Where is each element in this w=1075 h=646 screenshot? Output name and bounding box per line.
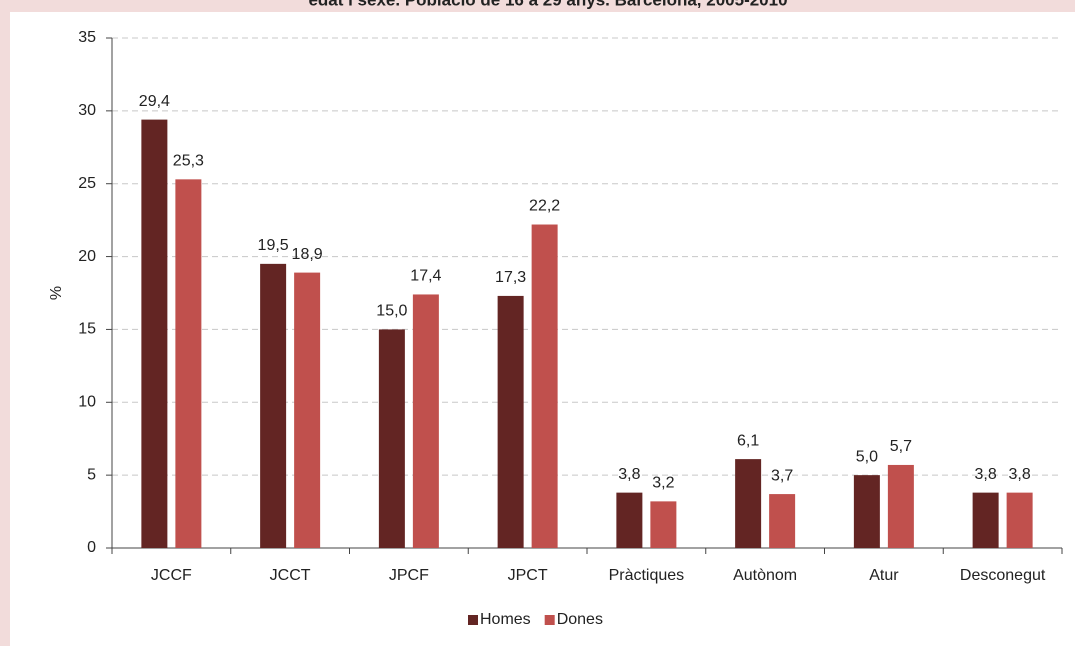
value-label: 6,1 [737, 432, 759, 449]
bar [735, 459, 762, 548]
value-label: 5,7 [890, 438, 912, 455]
value-label: 3,8 [618, 466, 640, 483]
y-tick-label: 0 [87, 539, 96, 556]
value-label: 25,3 [173, 153, 204, 170]
x-tick-label: Autònom [733, 567, 797, 584]
value-label: 3,7 [771, 467, 793, 484]
value-label: 3,8 [975, 466, 997, 483]
value-label: 18,9 [292, 246, 323, 263]
value-label: 3,2 [652, 475, 674, 492]
bar [378, 329, 405, 548]
chart-title: edat i sexe. Població de 16 a 29 anys. B… [308, 0, 787, 9]
bar [260, 263, 287, 548]
bar [972, 492, 999, 548]
y-tick-label: 15 [78, 321, 96, 338]
value-label: 5,0 [856, 448, 878, 465]
value-label: 22,2 [529, 198, 560, 215]
value-label: 17,4 [410, 268, 441, 285]
bar [769, 494, 796, 548]
bar [294, 272, 321, 548]
y-tick-label: 10 [78, 394, 96, 411]
y-tick-label: 20 [78, 248, 96, 265]
x-tick-label: JPCF [389, 567, 429, 584]
bar [616, 492, 643, 548]
x-tick-label: Desconegut [960, 567, 1046, 584]
x-tick-label: Atur [869, 567, 899, 584]
value-label: 15,0 [376, 303, 407, 320]
value-label: 3,8 [1009, 466, 1031, 483]
legend-swatch [544, 615, 555, 625]
y-tick-label: 25 [78, 175, 96, 192]
bar [650, 501, 677, 548]
bar [531, 224, 558, 548]
value-label: 17,3 [495, 269, 526, 286]
bar [887, 464, 914, 548]
y-tick-label: 5 [87, 466, 96, 483]
y-tick-label: 35 [78, 29, 96, 46]
bar [175, 179, 202, 549]
y-tick-label: 30 [78, 102, 96, 119]
bar [497, 295, 524, 548]
value-label: 29,4 [139, 93, 170, 110]
legend-label: Dones [557, 611, 603, 628]
bar [412, 294, 439, 548]
y-axis-label: % [48, 286, 65, 300]
legend-swatch [468, 615, 478, 625]
legend-label: Homes [480, 611, 531, 628]
bar [141, 119, 168, 548]
value-label: 19,5 [258, 237, 289, 254]
x-tick-label: JCCT [270, 567, 311, 584]
x-tick-label: JPCT [508, 567, 548, 584]
x-tick-label: JCCF [151, 567, 192, 584]
x-tick-label: Pràctiques [609, 567, 685, 584]
bar [1006, 492, 1033, 548]
bar [853, 475, 880, 548]
